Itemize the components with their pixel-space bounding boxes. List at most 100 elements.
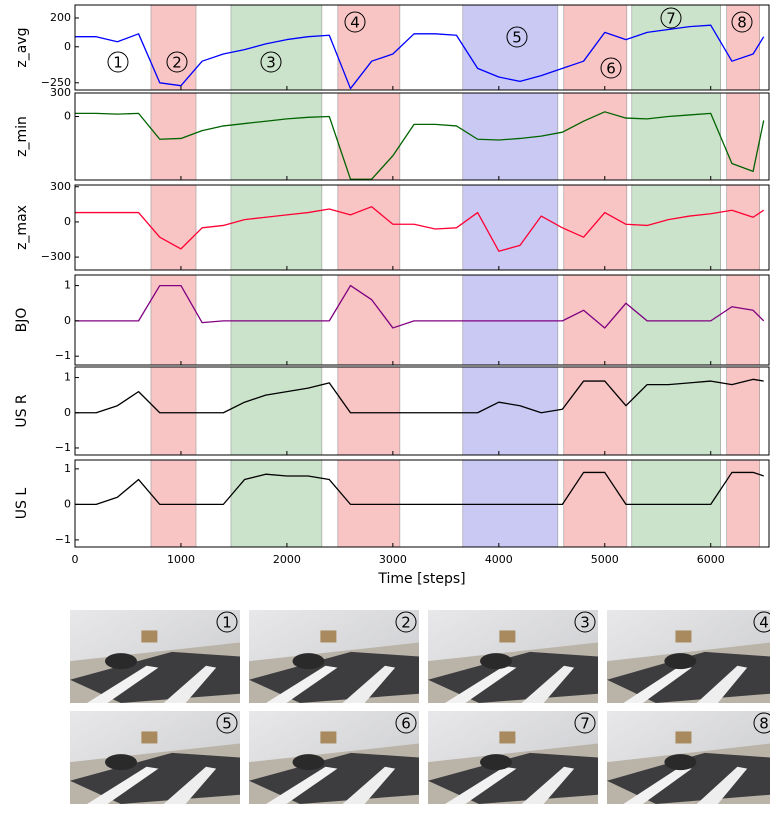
region bbox=[463, 185, 558, 270]
panel bbox=[75, 275, 764, 365]
x-tick-label: 2000 bbox=[273, 553, 301, 566]
y-tick-label: −1 bbox=[55, 349, 71, 362]
photo-robot bbox=[105, 653, 137, 669]
region bbox=[231, 460, 322, 547]
x-tick-label: 5000 bbox=[591, 553, 619, 566]
photo-label: 8 bbox=[759, 715, 769, 733]
region bbox=[338, 5, 400, 90]
x-tick-label: 0 bbox=[72, 553, 79, 566]
photo: 5 bbox=[70, 711, 240, 804]
photo-box bbox=[675, 731, 691, 743]
region bbox=[231, 185, 322, 270]
y-tick-label: 1 bbox=[64, 371, 71, 384]
region bbox=[463, 5, 558, 90]
annotation: 8 bbox=[737, 14, 747, 32]
photo-label: 6 bbox=[401, 715, 411, 733]
panel bbox=[75, 93, 764, 180]
photo-robot bbox=[664, 653, 696, 669]
panel bbox=[75, 5, 764, 90]
y-axis-label: US R bbox=[14, 394, 30, 428]
y-axis-label: BJO bbox=[14, 308, 30, 333]
region bbox=[632, 185, 721, 270]
region bbox=[632, 460, 721, 547]
y-tick-label: 300 bbox=[50, 180, 71, 193]
photo-box bbox=[141, 630, 157, 642]
photo: 2 bbox=[249, 610, 419, 703]
figure: Time [steps] −2500200z_avg0300z_min−3000… bbox=[0, 0, 770, 811]
y-axis-label: z_min bbox=[14, 116, 30, 157]
region bbox=[231, 275, 322, 365]
y-tick-label: −1 bbox=[55, 441, 71, 454]
region bbox=[564, 367, 627, 455]
photo-robot bbox=[664, 754, 696, 770]
region bbox=[564, 185, 627, 270]
photo-robot bbox=[293, 653, 325, 669]
photo-box bbox=[675, 630, 691, 642]
photo-label: 2 bbox=[401, 614, 411, 632]
x-tick-label: 4000 bbox=[485, 553, 513, 566]
y-axis-label: z_avg bbox=[14, 27, 30, 67]
region bbox=[463, 275, 558, 365]
region bbox=[632, 367, 721, 455]
region bbox=[727, 275, 760, 365]
x-tick-label: 3000 bbox=[379, 553, 407, 566]
region bbox=[564, 5, 627, 90]
y-tick-label: −1 bbox=[55, 533, 71, 546]
photo-robot bbox=[105, 754, 137, 770]
photo-box bbox=[320, 630, 336, 642]
y-tick-label: 0 bbox=[64, 406, 71, 419]
photo-label: 3 bbox=[580, 614, 590, 632]
x-tick-label: 6000 bbox=[697, 553, 725, 566]
annotation: 6 bbox=[606, 60, 616, 78]
annotation: 4 bbox=[350, 14, 360, 32]
y-tick-label: 200 bbox=[50, 11, 71, 24]
region bbox=[338, 460, 400, 547]
y-tick-label: 0 bbox=[64, 215, 71, 228]
annotation: 1 bbox=[113, 54, 123, 72]
y-tick-label: 1 bbox=[64, 462, 71, 475]
photo-label: 7 bbox=[580, 715, 590, 733]
region bbox=[338, 367, 400, 455]
panel bbox=[75, 185, 764, 270]
region bbox=[463, 367, 558, 455]
annotation: 2 bbox=[172, 54, 182, 72]
y-axis-label: z_max bbox=[14, 205, 30, 250]
y-tick-label: 0 bbox=[64, 110, 71, 123]
region bbox=[231, 5, 322, 90]
region bbox=[231, 93, 322, 180]
y-tick-label: 1 bbox=[64, 279, 71, 292]
panel bbox=[75, 367, 764, 455]
photo-robot bbox=[480, 653, 512, 669]
photo-robot bbox=[480, 754, 512, 770]
photo: 4 bbox=[607, 610, 770, 703]
photo: 8 bbox=[607, 711, 770, 804]
photo: 7 bbox=[428, 711, 598, 804]
region bbox=[463, 460, 558, 547]
region bbox=[338, 275, 400, 365]
region bbox=[632, 5, 721, 90]
y-tick-label: 0 bbox=[64, 314, 71, 327]
region bbox=[338, 93, 400, 180]
region bbox=[727, 93, 760, 180]
photo-box bbox=[141, 731, 157, 743]
region bbox=[338, 185, 400, 270]
x-axis-label: Time [steps] bbox=[377, 571, 465, 587]
region bbox=[564, 93, 627, 180]
y-tick-label: 0 bbox=[64, 40, 71, 53]
region bbox=[632, 93, 721, 180]
annotation: 3 bbox=[266, 54, 276, 72]
y-axis-label: US L bbox=[14, 488, 30, 520]
photo-robot bbox=[293, 754, 325, 770]
photo: 6 bbox=[249, 711, 419, 804]
y-tick-label: 0 bbox=[64, 497, 71, 510]
photo: 3 bbox=[428, 610, 598, 703]
annotation: 5 bbox=[512, 29, 522, 47]
panel bbox=[75, 460, 764, 547]
region bbox=[231, 367, 322, 455]
photo-box bbox=[499, 630, 515, 642]
annotation: 7 bbox=[666, 10, 676, 28]
x-tick-label: 1000 bbox=[167, 553, 195, 566]
y-tick-label: −300 bbox=[41, 250, 71, 263]
region bbox=[151, 460, 196, 547]
photo-box bbox=[320, 731, 336, 743]
